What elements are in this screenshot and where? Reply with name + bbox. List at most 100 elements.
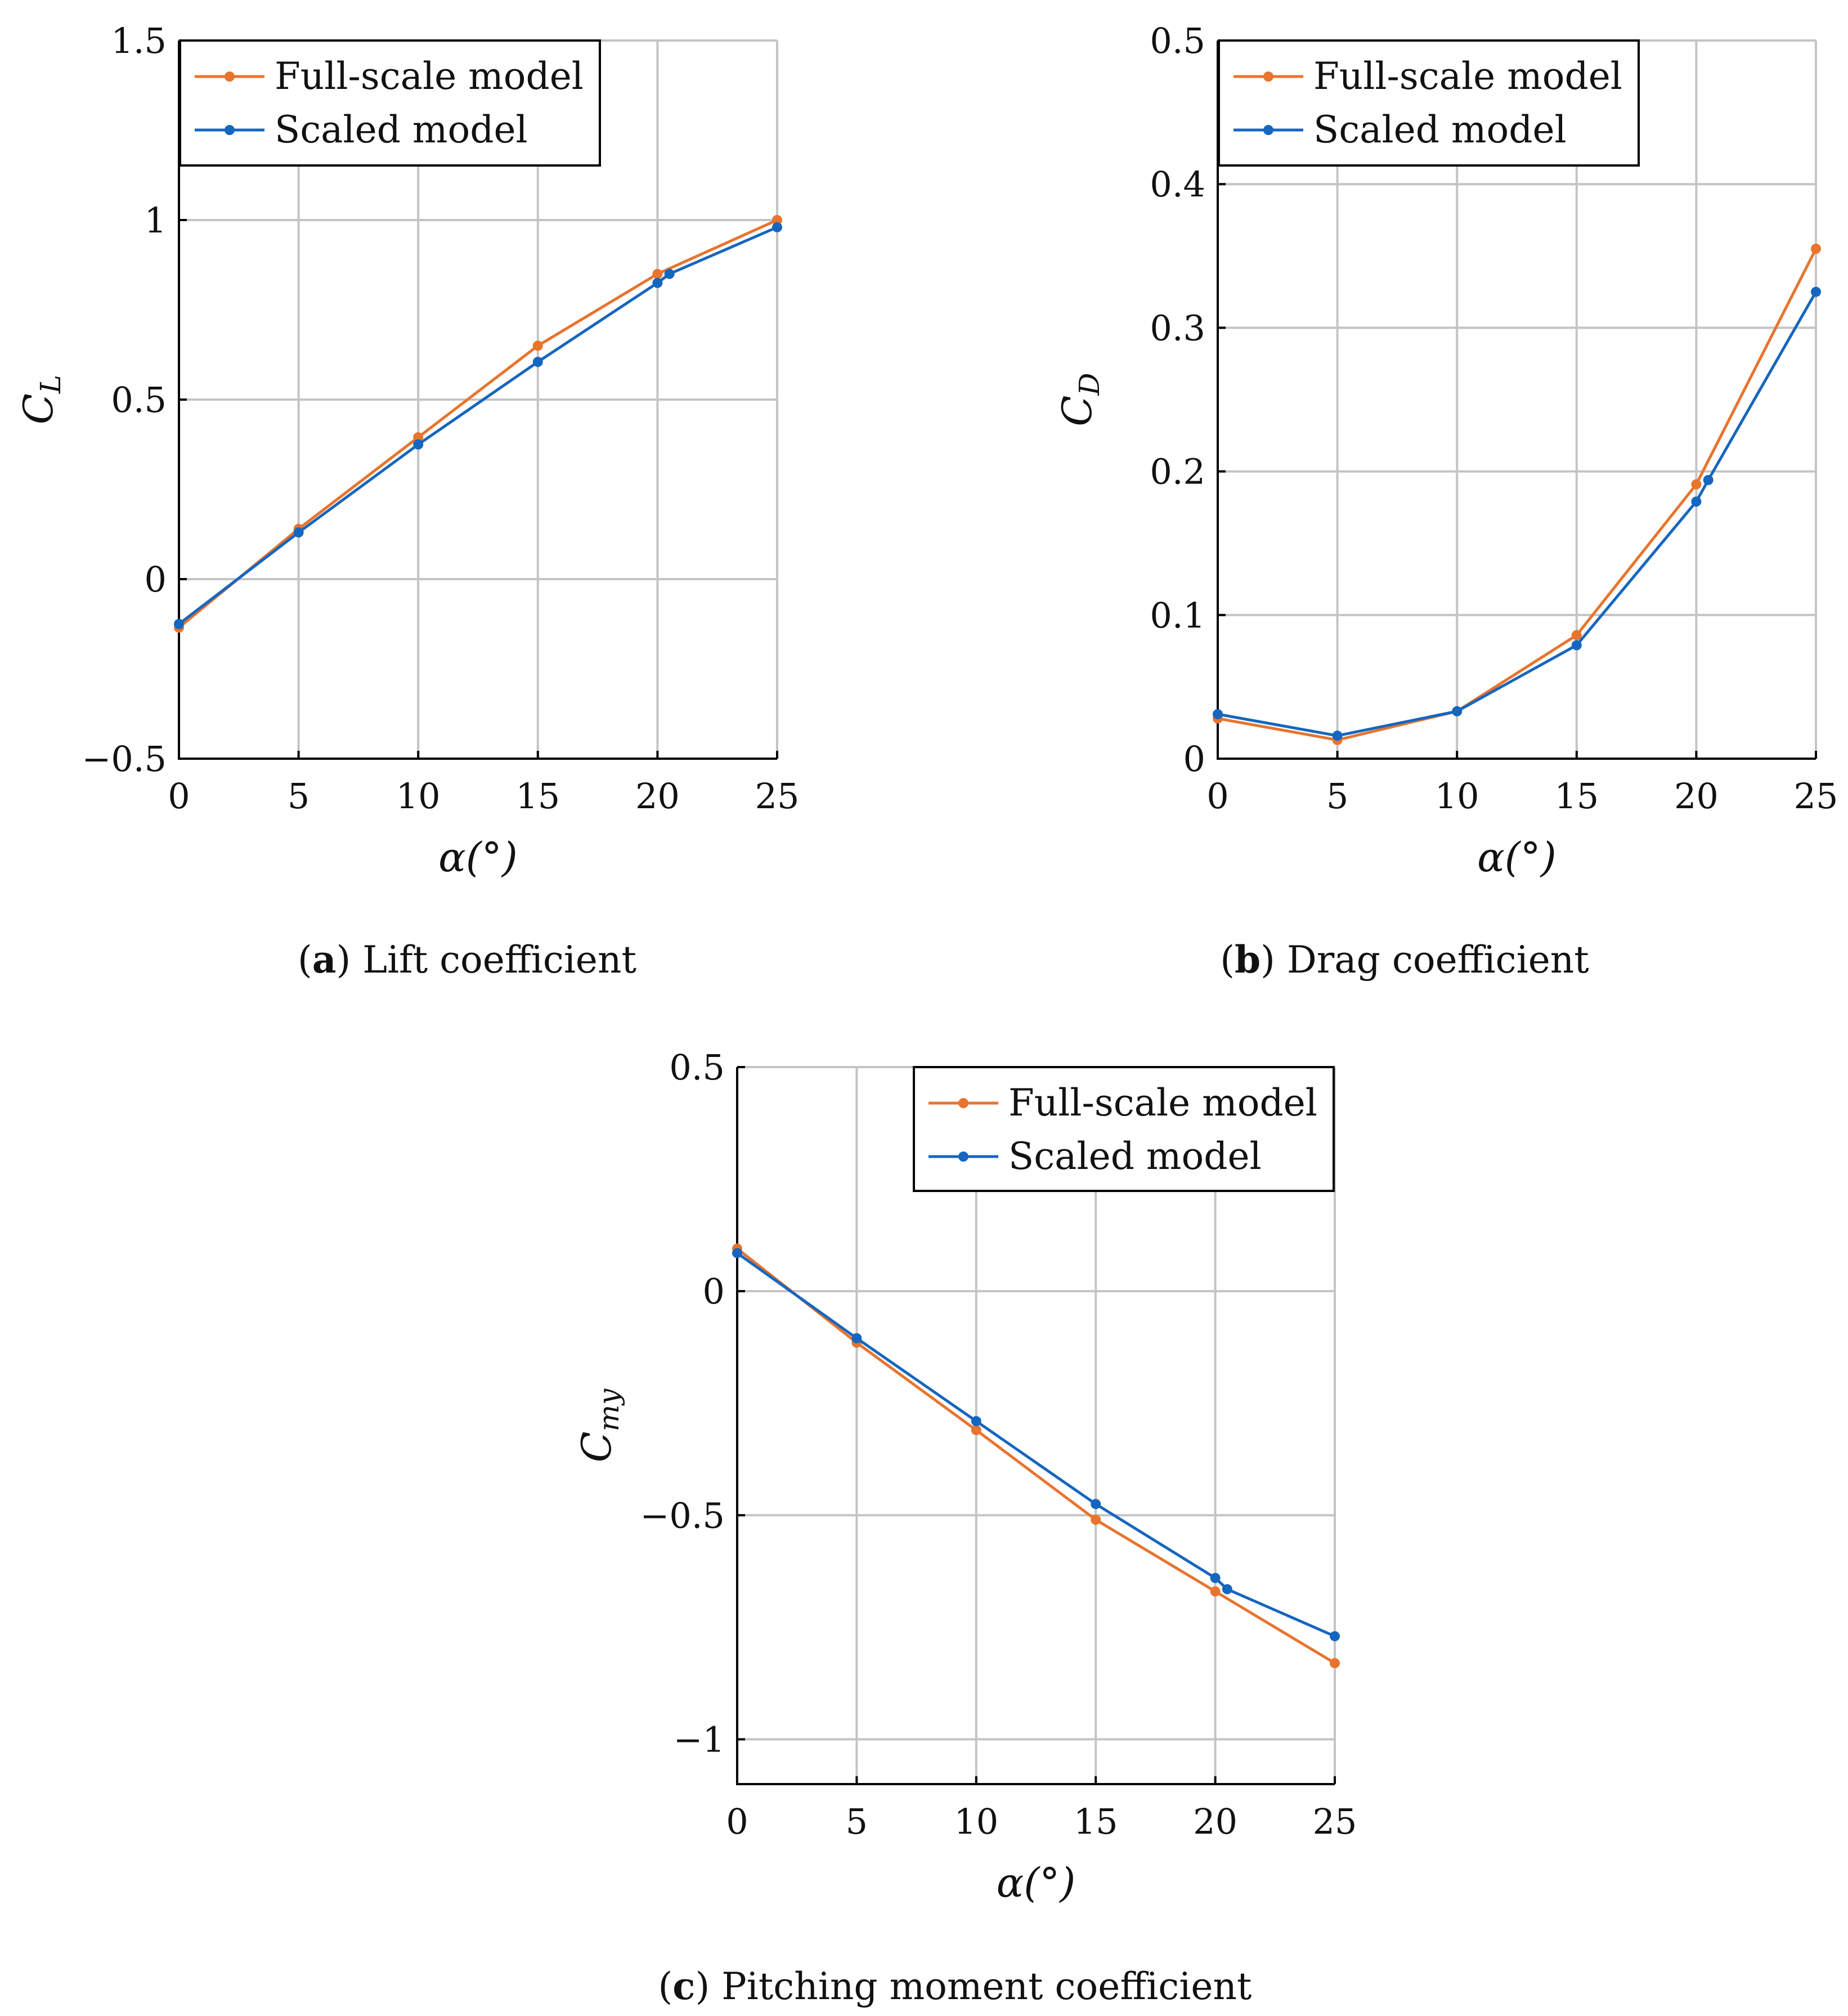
data-point-scaled-model: [732, 1248, 742, 1258]
legend-box: [179, 39, 601, 167]
y-tick-label: 0.5: [669, 1047, 725, 1088]
data-point-scaled-model: [851, 1333, 862, 1343]
y-tick-label: 0.4: [1150, 164, 1205, 205]
caption-text: ) Drag coefficient: [1261, 938, 1589, 982]
y-tick-label: 0.1: [1150, 595, 1205, 636]
legend-marker-full-scale-model: [225, 71, 235, 82]
series-line-scaled-model: [178, 226, 778, 625]
data-point-scaled-model: [1703, 474, 1714, 485]
legend-label-scaled-model: Scaled model: [275, 108, 528, 151]
data-point-scaled-model: [971, 1416, 981, 1427]
x-tick-label: 20: [1193, 1801, 1237, 1842]
caption-letter: b: [1235, 938, 1261, 982]
y-tick-label: 0.2: [1150, 451, 1205, 492]
x-tick-label: 25: [1313, 1801, 1357, 1842]
caption-paren-open: (: [658, 1965, 673, 2008]
legend-box: [913, 1066, 1335, 1192]
x-tick-label: 10: [1435, 776, 1479, 817]
legend-label-full-scale-model: Full-scale model: [1008, 1081, 1317, 1125]
data-point-scaled-model: [532, 357, 543, 368]
data-point-scaled-model: [1452, 706, 1463, 716]
y-tick-label: 0.5: [111, 379, 167, 420]
legend-marker-full-scale-model: [958, 1098, 968, 1108]
x-tick-label: 5: [846, 1801, 868, 1842]
legend-marker-scaled-model: [958, 1152, 968, 1162]
data-point-scaled-model: [1210, 1573, 1221, 1583]
y-tick-label: 0: [1183, 738, 1205, 779]
data-point-scaled-model: [1222, 1584, 1232, 1594]
data-point-full-scale-model: [1330, 1658, 1340, 1669]
x-tick-label: 0: [168, 776, 190, 817]
y-tick-label: −1: [674, 1719, 725, 1760]
x-tick-label: 10: [396, 776, 441, 817]
legend-label-scaled-model: Scaled model: [1008, 1135, 1262, 1178]
data-point-scaled-model: [1332, 731, 1343, 741]
data-point-scaled-model: [1691, 496, 1702, 507]
data-point-scaled-model: [413, 439, 424, 450]
data-point-scaled-model: [293, 527, 304, 538]
x-tick-label: 25: [755, 776, 800, 817]
data-point-scaled-model: [1213, 709, 1223, 719]
x-axis-label: α(°): [997, 1859, 1076, 1906]
legend-marker-scaled-model: [1263, 125, 1273, 135]
y-axis-label-main: C: [1053, 396, 1101, 427]
legend: Full-scale model Scaled model: [1218, 39, 1640, 167]
legend-box: [1218, 39, 1640, 167]
data-point-full-scale-model: [1091, 1515, 1101, 1525]
series-line-full-scale-model: [178, 218, 778, 629]
legend: Full-scale model Scaled model: [913, 1066, 1335, 1192]
panel-caption: (c) Pitching moment coefficient: [658, 1964, 1252, 2008]
x-tick-label: 5: [288, 776, 310, 817]
series-line-scaled-model: [1217, 291, 1818, 737]
y-tick-label: 1.5: [111, 20, 167, 61]
chart-panel-b: 0 5 10 15 20 25 0 0.1 0.2 0.3 0.4 0.5 α(°) CD Full-sca…: [1053, 20, 1838, 982]
y-axis-label-main: C: [573, 1431, 620, 1462]
x-tick-label: 15: [1074, 1801, 1118, 1842]
panel-caption: (a) Lift coefficient: [298, 938, 636, 982]
x-tick-label: 0: [726, 1801, 748, 1842]
data-point-scaled-model: [664, 268, 675, 279]
data-point-full-scale-model: [413, 432, 424, 442]
data-point-scaled-model: [652, 277, 663, 288]
x-tick-label: 15: [1554, 776, 1599, 817]
data-point-full-scale-model: [1811, 244, 1821, 254]
data-point-scaled-model: [1811, 286, 1821, 297]
series-line-scaled-model: [736, 1252, 1336, 1638]
data-point-full-scale-model: [1571, 630, 1582, 640]
caption-letter: a: [312, 938, 337, 982]
series-line-full-scale-model: [1217, 248, 1818, 742]
y-axis-label-subscript: L: [34, 375, 67, 394]
caption-text: ) Lift coefficient: [337, 938, 637, 982]
x-axis-label: α(°): [1477, 834, 1557, 881]
y-tick-label: 0: [145, 559, 167, 600]
caption-text: ) Pitching moment coefficient: [695, 1965, 1252, 2008]
legend: Full-scale model Scaled model: [179, 39, 601, 167]
data-point-full-scale-model: [1691, 479, 1702, 490]
data-point-scaled-model: [174, 619, 184, 629]
legend-label-scaled-model: Scaled model: [1313, 108, 1567, 151]
x-tick-label: 5: [1326, 776, 1348, 817]
y-tick-label: −0.5: [82, 738, 167, 779]
data-point-full-scale-model: [1210, 1586, 1221, 1597]
data-point-scaled-model: [1330, 1631, 1340, 1642]
data-point-scaled-model: [1571, 640, 1582, 651]
y-tick-label: 0.5: [1150, 20, 1205, 61]
legend-label-full-scale-model: Full-scale model: [275, 55, 584, 98]
y-tick-label: 1: [145, 200, 167, 241]
x-tick-label: 20: [635, 776, 680, 817]
data-point-full-scale-model: [971, 1424, 981, 1435]
x-axis-label: α(°): [438, 834, 518, 881]
y-tick-label: 0.3: [1150, 307, 1205, 348]
y-axis-label: CL: [15, 375, 67, 424]
data-point-full-scale-model: [772, 215, 782, 225]
caption-letter: c: [672, 1964, 695, 2008]
data-point-full-scale-model: [652, 268, 663, 279]
x-tick-label: 25: [1794, 776, 1838, 817]
y-tick-label: −0.5: [640, 1495, 725, 1536]
y-axis-label: CD: [1053, 373, 1106, 426]
data-point-scaled-model: [772, 222, 782, 232]
y-axis-label: Cmy: [573, 1388, 625, 1463]
legend-marker-scaled-model: [225, 125, 235, 135]
legend-label-full-scale-model: Full-scale model: [1313, 55, 1622, 98]
